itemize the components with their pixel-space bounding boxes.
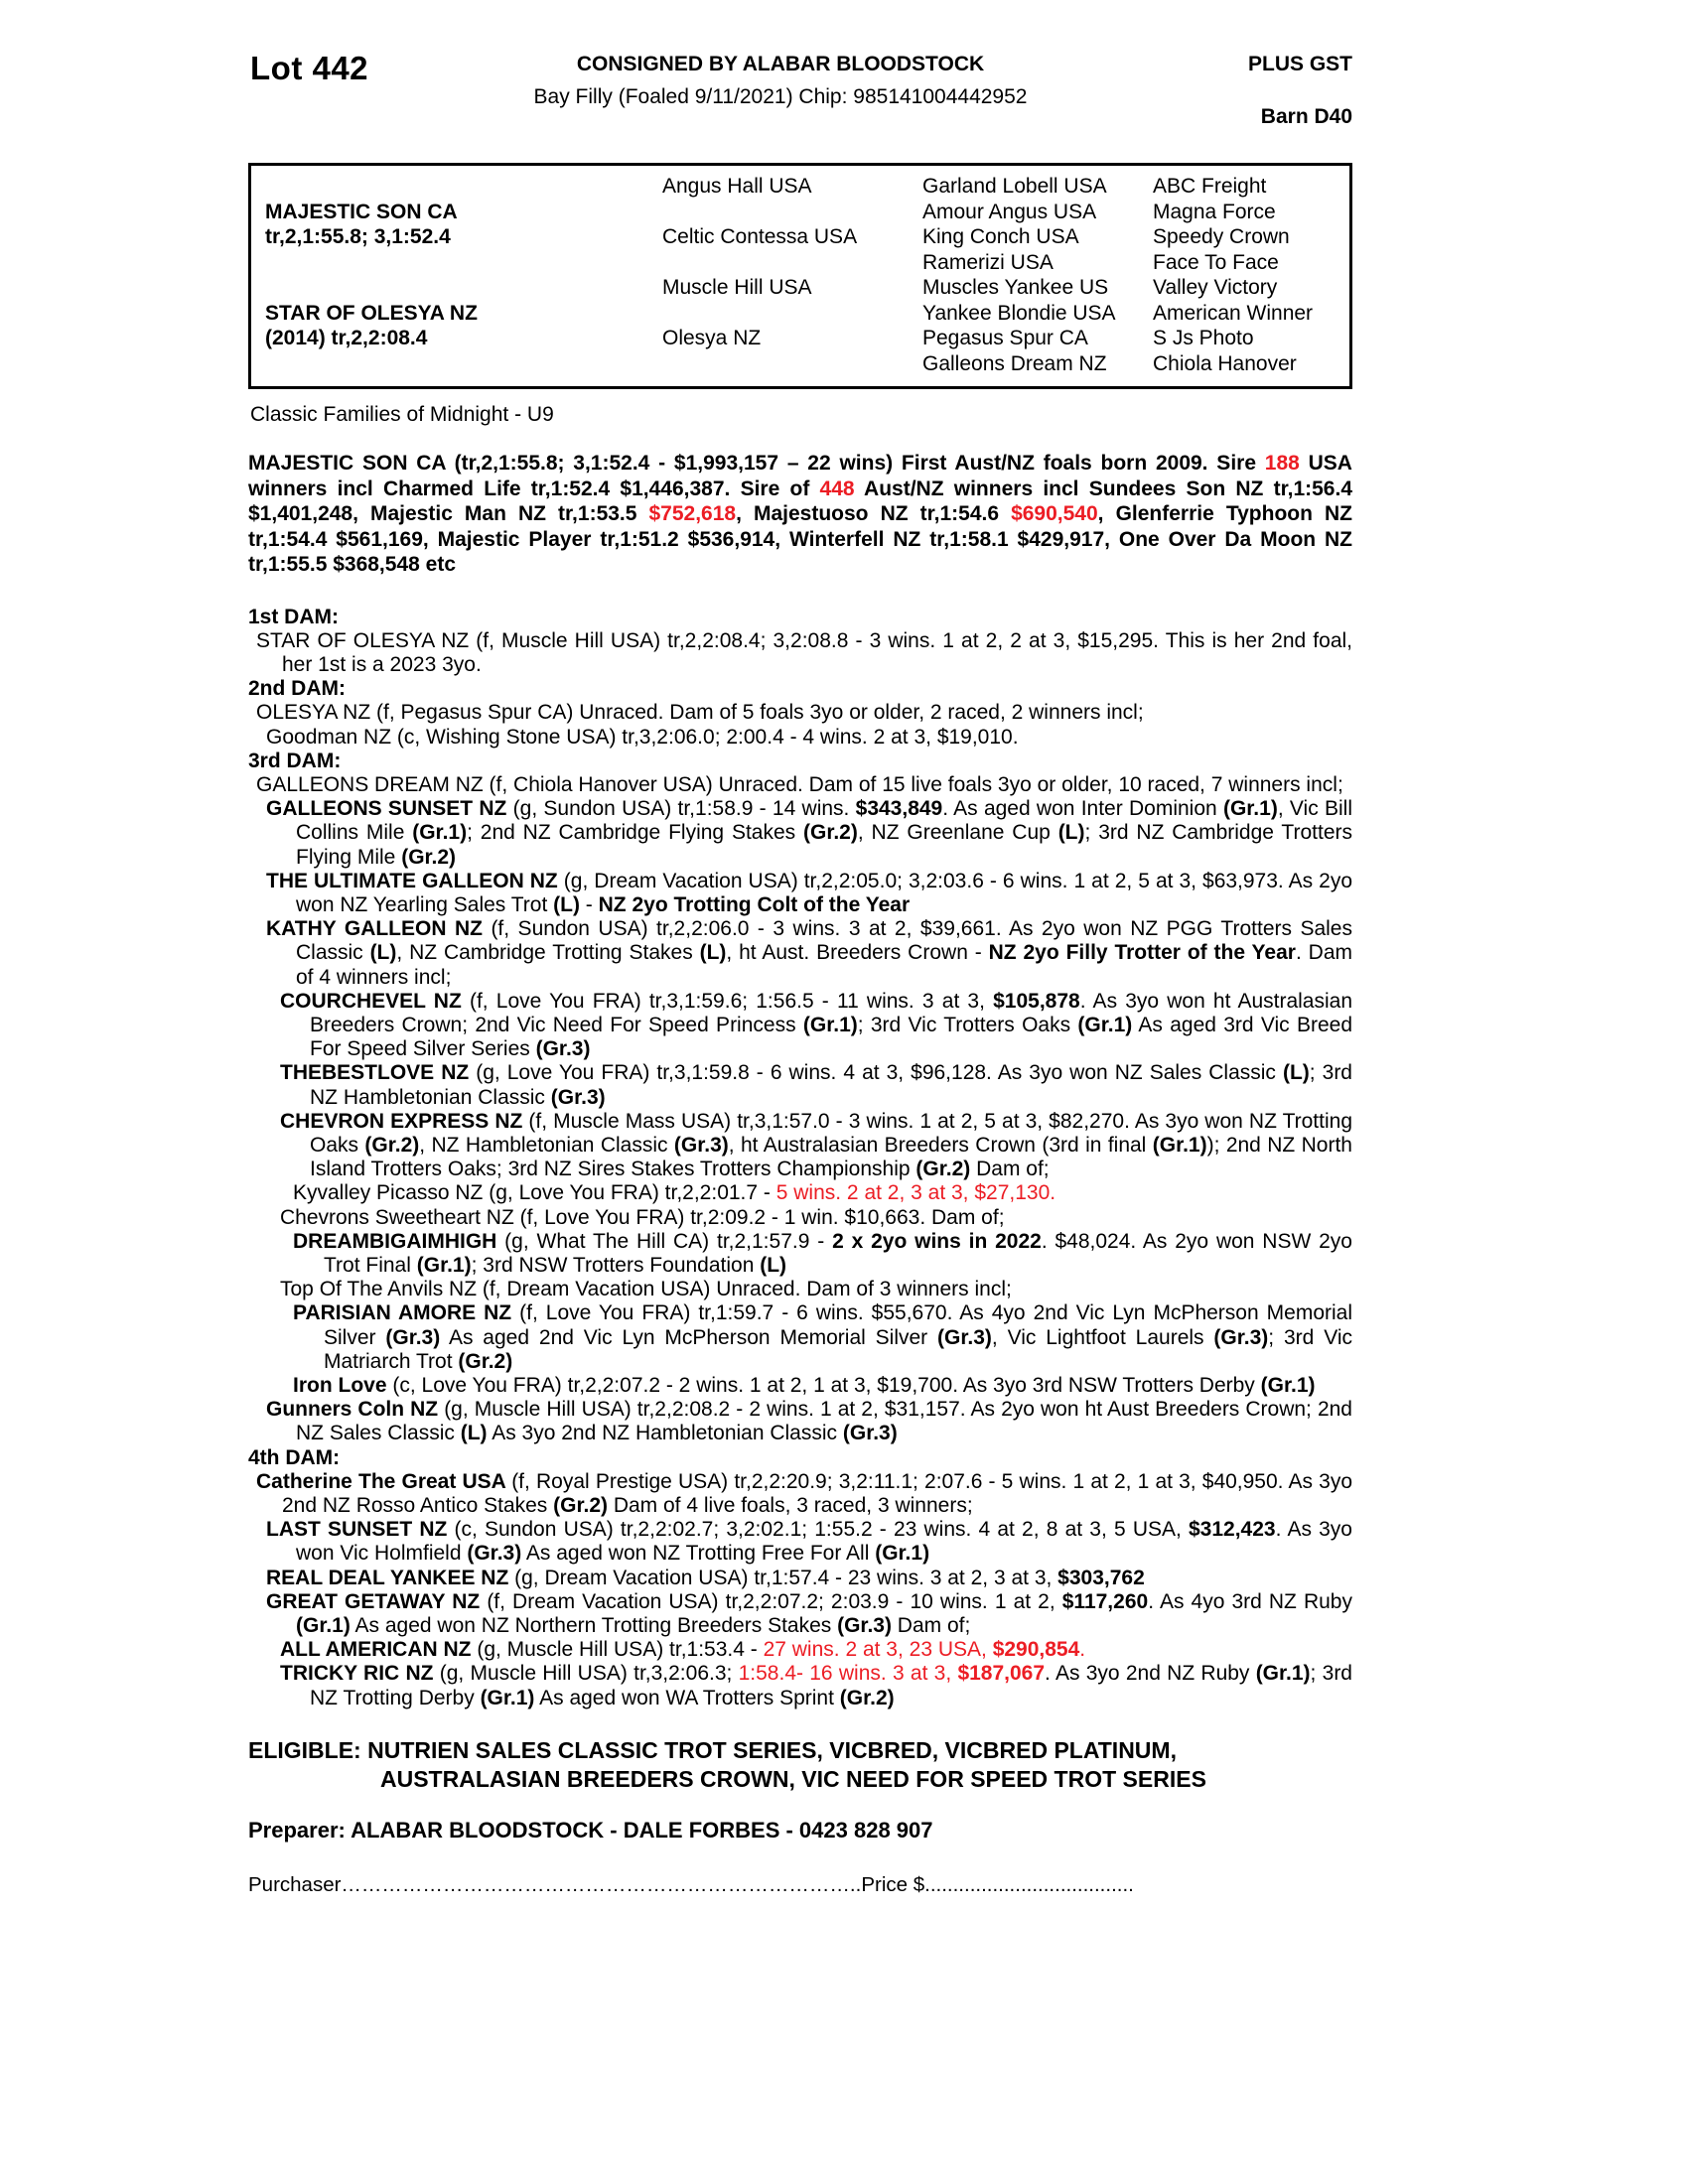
entry-kathy-galleon: KATHY GALLEON NZ (f, Sundon USA) tr,2,2:…	[266, 917, 1352, 989]
gen3-ancestor: Ramerizi USA	[922, 250, 1054, 274]
gen2-sire-dam: Celtic Contessa USA	[662, 225, 858, 248]
heading-3rd-dam: 3rd DAM:	[248, 749, 342, 772]
family-line: Classic Families of Midnight - U9	[250, 403, 554, 426]
entry-gunners-coln: Gunners Coln NZ (g, Muscle Hill USA) tr,…	[266, 1398, 1352, 1445]
entry-catherine-the-great: Catherine The Great USA (f, Royal Presti…	[256, 1469, 1352, 1518]
entry-top-of-the-anvils: Top Of The Anvils NZ (f, Dream Vacation …	[280, 1278, 1012, 1301]
gen4-ancestor: Speedy Crown	[1153, 225, 1290, 248]
gen3-ancestor: Galleons Dream NZ	[922, 351, 1107, 375]
sire-name: MAJESTIC SON CA	[265, 200, 458, 223]
gen4-ancestor: ABC Freight	[1153, 175, 1267, 198]
gen3-ancestor: Pegasus Spur CA	[922, 327, 1088, 349]
entry-kyvalley-picasso: Kyvalley Picasso NZ (g, Love You FRA) tr…	[293, 1181, 1056, 1205]
gen2-dam-dam: Olesya NZ	[662, 327, 762, 349]
gen3-ancestor: King Conch USA	[922, 225, 1079, 248]
entry-tricky-ric: TRICKY RIC NZ (g, Muscle Hill USA) tr,3,…	[280, 1662, 1352, 1709]
dam-name: STAR OF OLESYA NZ	[265, 301, 478, 325]
entry-galleons-dream: GALLEONS DREAM NZ (f, Chiola Hanover USA…	[256, 772, 1343, 796]
gen4-ancestor: American Winner	[1153, 301, 1314, 325]
entry-olesya: OLESYA NZ (f, Pegasus Spur CA) Unraced. …	[256, 701, 1144, 725]
entry-iron-love: Iron Love (c, Love You FRA) tr,2,2:07.2 …	[293, 1374, 1316, 1397]
barn-label: Barn D40	[1260, 105, 1352, 128]
catalog-page: Lot 442 CONSIGNED BY ALABAR BLOODSTOCK B…	[248, 50, 1352, 1917]
consignor-line: CONSIGNED BY ALABAR BLOODSTOCK	[576, 53, 985, 75]
entry-great-getaway: GREAT GETAWAY NZ (f, Dream Vacation USA)…	[266, 1589, 1352, 1638]
gen4-ancestor: Valley Victory	[1153, 276, 1278, 299]
entry-all-american: ALL AMERICAN NZ (g, Muscle Hill USA) tr,…	[280, 1638, 1086, 1662]
gen2-sire-sire: Angus Hall USA	[662, 175, 812, 198]
gen4-ancestor: Magna Force	[1153, 200, 1276, 223]
entry-thebestlove: THEBESTLOVE NZ (g, Love You FRA) tr,3,1:…	[280, 1061, 1352, 1109]
header-center: CONSIGNED BY ALABAR BLOODSTOCK Bay Filly…	[407, 53, 1154, 109]
entry-real-deal-yankee: REAL DEAL YANKEE NZ (g, Dream Vacation U…	[266, 1566, 1145, 1589]
preparer-line: Preparer: ALABAR BLOODSTOCK - DALE FORBE…	[248, 1817, 933, 1843]
gen3-ancestor: Muscles Yankee US	[922, 276, 1109, 299]
entry-parisian-amore: PARISIAN AMORE NZ (f, Love You FRA) tr,1…	[293, 1301, 1352, 1373]
dam-record: (2014) tr,2,2:08.4	[265, 327, 428, 349]
gen3-ancestor: Garland Lobell USA	[922, 175, 1107, 198]
foal-info-line: Bay Filly (Foaled 9/11/2021) Chip: 98514…	[533, 85, 1028, 108]
plus-gst-label: PLUS GST	[1247, 53, 1352, 75]
entry-goodman: Goodman NZ (c, Wishing Stone USA) tr,3,2…	[266, 725, 1019, 749]
gen2-dam-sire: Muscle Hill USA	[662, 276, 812, 299]
heading-2nd-dam: 2nd DAM:	[248, 677, 346, 701]
sire-record: tr,2,1:55.8; 3,1:52.4	[265, 225, 451, 248]
gen3-ancestor: Yankee Blondie USA	[922, 301, 1116, 325]
entry-dreambigaimhigh: DREAMBIGAIMHIGH (g, What The Hill CA) tr…	[293, 1229, 1352, 1277]
pedigree-table: MAJESTIC SON CA tr,2,1:55.8; 3,1:52.4 ST…	[248, 163, 1352, 389]
entry-galleons-sunset: GALLEONS SUNSET NZ (g, Sundon USA) tr,1:…	[266, 797, 1352, 869]
gen4-ancestor: S Js Photo	[1153, 327, 1254, 349]
lot-number: Lot 442	[250, 50, 369, 86]
gen3-ancestor: Amour Angus USA	[922, 200, 1097, 223]
entry-chevrons-sweetheart: Chevrons Sweetheart NZ (f, Love You FRA)…	[280, 1205, 1005, 1229]
dam-pedigree-text: 1st DAM: STAR OF OLESYA NZ (f, Muscle Hi…	[248, 606, 1352, 1710]
heading-1st-dam: 1st DAM:	[248, 605, 340, 628]
entry-the-ultimate-galleon: THE ULTIMATE GALLEON NZ (g, Dream Vacati…	[266, 869, 1353, 916]
heading-4th-dam: 4th DAM:	[248, 1445, 341, 1469]
dam-block: STAR OF OLESYA NZ (2014) tr,2,2:08.4	[265, 301, 662, 351]
sire-summary-paragraph: MAJESTIC SON CA (tr,2,1:55.8; 3,1:52.4 -…	[248, 452, 1352, 576]
entry-last-sunset: LAST SUNSET NZ (c, Sundon USA) tr,2,2:02…	[266, 1518, 1352, 1566]
gen4-ancestor: Face To Face	[1153, 250, 1279, 274]
entry-star-of-olesya: STAR OF OLESYA NZ (f, Muscle Hill USA) t…	[256, 628, 1352, 676]
eligibility-statement: ELIGIBLE: NUTRIEN SALES CLASSIC TROT SER…	[248, 1736, 1206, 1792]
sire-block: MAJESTIC SON CA tr,2,1:55.8; 3,1:52.4	[265, 200, 662, 250]
page-header: Lot 442 CONSIGNED BY ALABAR BLOODSTOCK B…	[248, 50, 1352, 128]
gen4-ancestor: Chiola Hanover	[1153, 351, 1297, 375]
entry-chevron-express: CHEVRON EXPRESS NZ (f, Muscle Mass USA) …	[280, 1109, 1352, 1181]
entry-courchevel: COURCHEVEL NZ (f, Love You FRA) tr,3,1:5…	[280, 989, 1353, 1061]
purchaser-price-line: Purchaser…………………………………………………………………..Pric…	[248, 1872, 1134, 1896]
